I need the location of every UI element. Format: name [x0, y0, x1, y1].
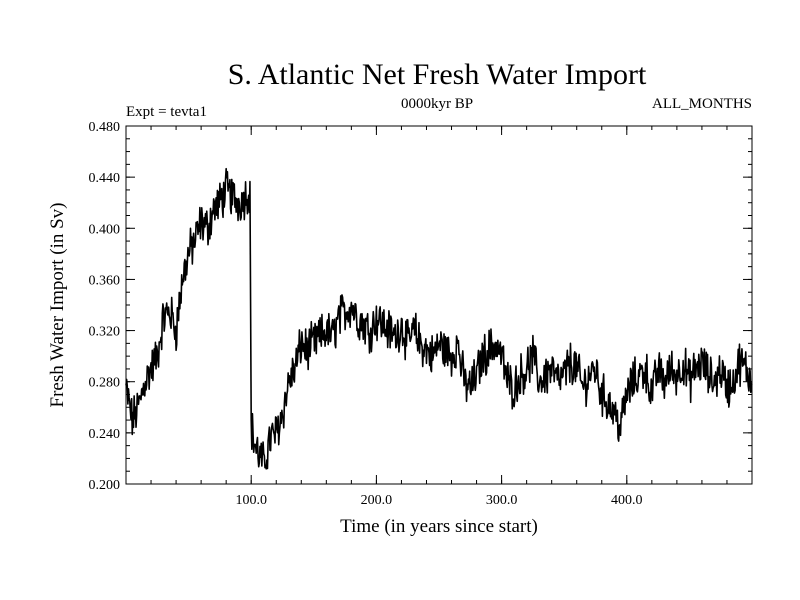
- chart-title: S. Atlantic Net Fresh Water Import: [228, 58, 647, 91]
- x-tick-label: 300.0: [486, 493, 518, 508]
- y-tick-label: 0.320: [89, 325, 121, 340]
- y-tick-label: 0.240: [89, 427, 121, 442]
- months-label: ALL_MONTHS: [652, 96, 752, 112]
- y-axis-label: Fresh Water Import (in Sv): [47, 203, 68, 408]
- x-axis-label: Time (in years since start): [340, 516, 538, 537]
- x-tick-label: 400.0: [611, 493, 643, 508]
- y-tick-label: 0.280: [89, 376, 121, 391]
- plot-frame: [125, 125, 753, 485]
- y-tick-label: 0.480: [89, 120, 121, 135]
- x-tick-label: 100.0: [235, 493, 267, 508]
- y-tick-label: 0.360: [89, 273, 121, 288]
- x-tick-label: 200.0: [361, 493, 393, 508]
- y-axis-ticks: 0.200 0.240 0.280 0.320 0.360 0.400 0.440 0.480: [89, 120, 752, 493]
- x-axis-ticks: 100.0 200.0 300.0 400.0: [125, 126, 753, 508]
- plot-area: 0.200 0.240 0.280 0.320 0.360 0.400 0.440 0.480…: [89, 120, 753, 508]
- y-tick-label: 0.200: [89, 478, 121, 493]
- y-tick-label: 0.440: [89, 171, 121, 186]
- series-line: [125, 167, 753, 470]
- experiment-label: Expt = tevta1: [126, 104, 207, 120]
- period-label: 0000kyr BP: [401, 96, 473, 112]
- y-tick-label: 0.400: [89, 222, 121, 237]
